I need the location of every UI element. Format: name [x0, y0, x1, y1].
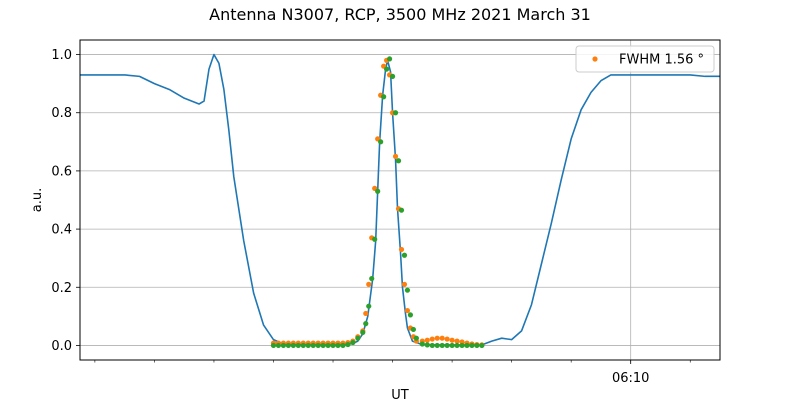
scatter-point: [290, 342, 296, 349]
scatter-point: [305, 342, 311, 349]
scatter-point: [381, 94, 387, 100]
scatter-point: [424, 342, 430, 348]
scatter-point: [392, 110, 399, 116]
scatter-point: [320, 342, 326, 349]
legend-marker: [592, 56, 598, 62]
scatter-point: [330, 342, 336, 349]
scatter-point: [280, 342, 287, 349]
axes: 0.0 0.2 0.4 0.6 0.8 1.0 06:10: [51, 48, 691, 386]
y-tick-label: 0.0: [51, 339, 72, 354]
scatter-point: [479, 342, 485, 349]
scatter-point: [378, 139, 384, 145]
plot-series: [80, 53, 720, 349]
scatter-point: [404, 287, 411, 293]
scatter-point: [300, 342, 306, 349]
scatter-point: [401, 281, 408, 287]
scatter-point: [360, 329, 366, 335]
scatter-point: [335, 342, 341, 349]
scatter-point: [449, 342, 455, 349]
scatter-point: [345, 341, 351, 348]
scatter-point: [464, 342, 470, 349]
scatter-point: [366, 303, 372, 309]
scatter-point: [454, 342, 460, 349]
scatter-point: [389, 73, 396, 79]
scatter-point: [401, 252, 408, 258]
scatter-point: [439, 335, 445, 341]
x-axis-label: UT: [391, 388, 409, 400]
scatter-point: [275, 342, 282, 349]
scatter-point: [270, 342, 277, 349]
scatter-point: [407, 312, 414, 318]
scatter-point: [372, 236, 378, 242]
scatter-point: [363, 310, 369, 317]
scatter-point: [366, 281, 372, 287]
scatter-point: [474, 342, 480, 349]
scatter-point: [398, 207, 405, 213]
scatter-point: [386, 56, 393, 62]
scatter-point: [434, 342, 440, 349]
plot-frame: [79, 39, 721, 361]
scatter-point: [295, 342, 301, 349]
scatter-point: [395, 158, 402, 164]
scatter-point: [454, 338, 460, 344]
scatter-point: [355, 335, 361, 341]
y-tick-label: 0.6: [51, 164, 72, 179]
scatter-point: [392, 153, 399, 159]
scatter-point: [363, 321, 369, 327]
scatter-point: [315, 342, 321, 349]
scatter-point: [404, 307, 411, 314]
scatter-point: [419, 341, 425, 347]
scatter-point: [325, 342, 331, 349]
scatter-point: [459, 342, 465, 349]
y-axis-label: a.u.: [30, 188, 45, 212]
y-tick-label: 0.8: [51, 106, 72, 121]
legend-label: FWHM 1.56 °: [619, 53, 704, 68]
scatter-point: [310, 342, 316, 349]
scatter-series-2: [270, 56, 485, 349]
scatter-point: [340, 342, 346, 349]
y-tick-label: 0.4: [51, 223, 72, 238]
scatter-point: [398, 246, 405, 253]
scatter-point: [350, 339, 356, 346]
signal-line: [80, 53, 720, 346]
scatter-point: [469, 342, 475, 349]
scatter-point: [444, 342, 450, 349]
legend: FWHM 1.56 °: [575, 45, 715, 73]
scatter-point: [439, 342, 445, 349]
x-tick-label: 06:10: [612, 371, 649, 386]
scatter-point: [434, 335, 440, 341]
scatter-point: [410, 326, 416, 333]
scatter-point: [384, 66, 390, 72]
scatter-point: [424, 337, 430, 343]
scatter-point: [444, 336, 450, 342]
scatter-point: [285, 342, 291, 349]
scatter-point: [429, 342, 435, 349]
chart-title: Antenna N3007, RCP, 3500 MHz 2021 March …: [209, 5, 591, 24]
scatter-point: [413, 335, 419, 341]
scatter-point: [429, 336, 435, 342]
scatter-point: [375, 188, 381, 194]
legend-box: [575, 45, 715, 73]
y-tick-label: 1.0: [51, 48, 72, 63]
scatter-point: [449, 337, 455, 343]
scatter-point: [369, 275, 375, 282]
grid: [80, 40, 720, 360]
y-tick-label: 0.2: [51, 281, 72, 296]
